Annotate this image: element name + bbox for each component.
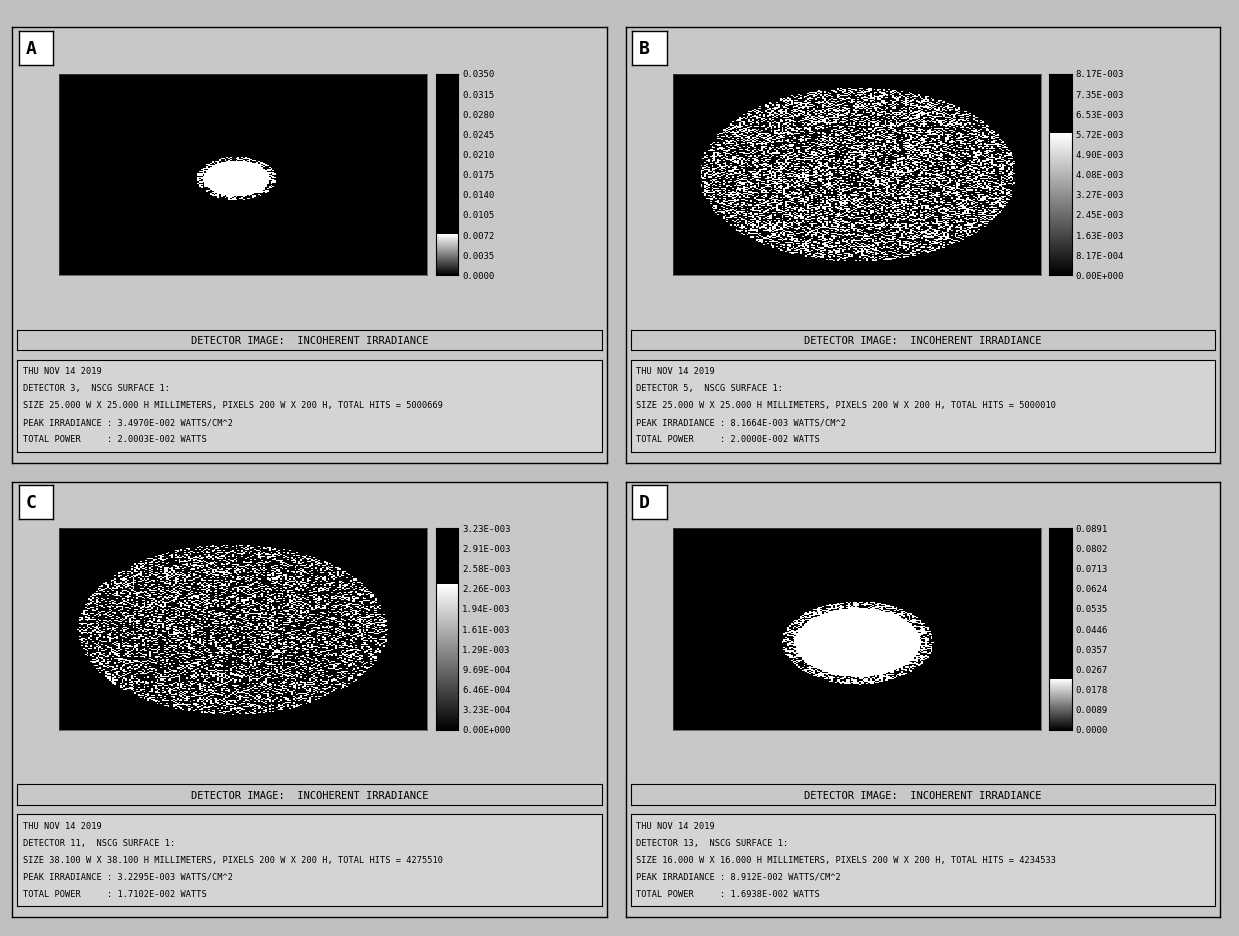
Text: 5.72E-003: 5.72E-003	[1075, 131, 1124, 139]
Text: 0.0315: 0.0315	[462, 91, 494, 99]
Text: 0.0000: 0.0000	[462, 271, 494, 281]
Text: 1.94E-003: 1.94E-003	[462, 605, 510, 614]
Text: B: B	[638, 39, 649, 58]
Text: 2.26E-003: 2.26E-003	[462, 585, 510, 593]
Text: PEAK IRRADIANCE : 3.2295E-003 WATTS/CM^2: PEAK IRRADIANCE : 3.2295E-003 WATTS/CM^2	[24, 871, 233, 881]
Text: 0.00E+000: 0.00E+000	[462, 725, 510, 735]
Text: SIZE 38.100 W X 38.100 H MILLIMETERS, PIXELS 200 W X 200 H, TOTAL HITS = 4275510: SIZE 38.100 W X 38.100 H MILLIMETERS, PI…	[24, 855, 444, 864]
Text: THU NOV 14 2019: THU NOV 14 2019	[24, 821, 102, 829]
Text: THU NOV 14 2019: THU NOV 14 2019	[637, 367, 715, 375]
Text: SIZE 25.000 W X 25.000 H MILLIMETERS, PIXELS 200 W X 200 H, TOTAL HITS = 5000669: SIZE 25.000 W X 25.000 H MILLIMETERS, PI…	[24, 401, 444, 410]
Text: 4.08E-003: 4.08E-003	[1075, 171, 1124, 180]
Text: 6.53E-003: 6.53E-003	[1075, 110, 1124, 120]
Text: 0.0446: 0.0446	[1075, 625, 1108, 634]
Text: SIZE 25.000 W X 25.000 H MILLIMETERS, PIXELS 200 W X 200 H, TOTAL HITS = 5000010: SIZE 25.000 W X 25.000 H MILLIMETERS, PI…	[637, 401, 1057, 410]
Text: 1.29E-003: 1.29E-003	[462, 645, 510, 654]
Text: 2.45E-003: 2.45E-003	[1075, 212, 1124, 220]
Text: DETECTOR IMAGE:  INCOHERENT IRRADIANCE: DETECTOR IMAGE: INCOHERENT IRRADIANCE	[804, 790, 1042, 799]
Text: DETECTOR IMAGE:  INCOHERENT IRRADIANCE: DETECTOR IMAGE: INCOHERENT IRRADIANCE	[191, 336, 429, 345]
Text: DETECTOR IMAGE:  INCOHERENT IRRADIANCE: DETECTOR IMAGE: INCOHERENT IRRADIANCE	[804, 336, 1042, 345]
Text: 4.90E-003: 4.90E-003	[1075, 151, 1124, 160]
Text: 0.0713: 0.0713	[1075, 564, 1108, 574]
Text: DETECTOR 13,  NSCG SURFACE 1:: DETECTOR 13, NSCG SURFACE 1:	[637, 838, 789, 847]
Text: TOTAL POWER     : 1.6938E-002 WATTS: TOTAL POWER : 1.6938E-002 WATTS	[637, 888, 820, 898]
Text: 0.0891: 0.0891	[1075, 524, 1108, 534]
Text: A: A	[25, 39, 36, 58]
Text: TOTAL POWER     : 2.0000E-002 WATTS: TOTAL POWER : 2.0000E-002 WATTS	[637, 434, 820, 444]
Text: 0.0072: 0.0072	[462, 231, 494, 241]
Text: 0.0000: 0.0000	[1075, 725, 1108, 735]
Text: 0.0178: 0.0178	[1075, 685, 1108, 695]
Text: 2.91E-003: 2.91E-003	[462, 545, 510, 553]
Text: C: C	[25, 493, 36, 512]
Text: PEAK IRRADIANCE : 8.912E-002 WATTS/CM^2: PEAK IRRADIANCE : 8.912E-002 WATTS/CM^2	[637, 871, 841, 881]
Text: THU NOV 14 2019: THU NOV 14 2019	[24, 367, 102, 375]
Text: 0.0535: 0.0535	[1075, 605, 1108, 614]
Text: 0.0350: 0.0350	[462, 70, 494, 80]
Text: SIZE 16.000 W X 16.000 H MILLIMETERS, PIXELS 200 W X 200 H, TOTAL HITS = 4234533: SIZE 16.000 W X 16.000 H MILLIMETERS, PI…	[637, 855, 1057, 864]
Text: PEAK IRRADIANCE : 8.1664E-003 WATTS/CM^2: PEAK IRRADIANCE : 8.1664E-003 WATTS/CM^2	[637, 417, 846, 427]
Text: 6.46E-004: 6.46E-004	[462, 685, 510, 695]
Text: 3.27E-003: 3.27E-003	[1075, 191, 1124, 200]
Text: 0.0035: 0.0035	[462, 252, 494, 260]
Text: 0.0267: 0.0267	[1075, 665, 1108, 674]
Text: 0.0802: 0.0802	[1075, 545, 1108, 553]
Text: 0.0624: 0.0624	[1075, 585, 1108, 593]
Text: DETECTOR IMAGE:  INCOHERENT IRRADIANCE: DETECTOR IMAGE: INCOHERENT IRRADIANCE	[191, 790, 429, 799]
Text: 7.35E-003: 7.35E-003	[1075, 91, 1124, 99]
Text: 0.0245: 0.0245	[462, 131, 494, 139]
Text: TOTAL POWER     : 2.0003E-002 WATTS: TOTAL POWER : 2.0003E-002 WATTS	[24, 434, 207, 444]
Text: 0.0089: 0.0089	[1075, 706, 1108, 714]
Text: 0.00E+000: 0.00E+000	[1075, 271, 1124, 281]
Text: 8.17E-004: 8.17E-004	[1075, 252, 1124, 260]
Text: 1.63E-003: 1.63E-003	[1075, 231, 1124, 241]
Text: DETECTOR 11,  NSCG SURFACE 1:: DETECTOR 11, NSCG SURFACE 1:	[24, 838, 176, 847]
Text: 0.0357: 0.0357	[1075, 645, 1108, 654]
Text: 0.0210: 0.0210	[462, 151, 494, 160]
Text: 1.61E-003: 1.61E-003	[462, 625, 510, 634]
Text: PEAK IRRADIANCE : 3.4970E-002 WATTS/CM^2: PEAK IRRADIANCE : 3.4970E-002 WATTS/CM^2	[24, 417, 233, 427]
Text: 2.58E-003: 2.58E-003	[462, 564, 510, 574]
Text: D: D	[638, 493, 649, 512]
Text: TOTAL POWER     : 1.7102E-002 WATTS: TOTAL POWER : 1.7102E-002 WATTS	[24, 888, 207, 898]
Text: THU NOV 14 2019: THU NOV 14 2019	[637, 821, 715, 829]
Text: 3.23E-003: 3.23E-003	[462, 524, 510, 534]
Text: 9.69E-004: 9.69E-004	[462, 665, 510, 674]
Text: DETECTOR 5,  NSCG SURFACE 1:: DETECTOR 5, NSCG SURFACE 1:	[637, 384, 783, 393]
Text: DETECTOR 3,  NSCG SURFACE 1:: DETECTOR 3, NSCG SURFACE 1:	[24, 384, 170, 393]
Text: 0.0105: 0.0105	[462, 212, 494, 220]
Text: 0.0175: 0.0175	[462, 171, 494, 180]
Text: 0.0280: 0.0280	[462, 110, 494, 120]
Text: 3.23E-004: 3.23E-004	[462, 706, 510, 714]
Text: 8.17E-003: 8.17E-003	[1075, 70, 1124, 80]
Text: 0.0140: 0.0140	[462, 191, 494, 200]
